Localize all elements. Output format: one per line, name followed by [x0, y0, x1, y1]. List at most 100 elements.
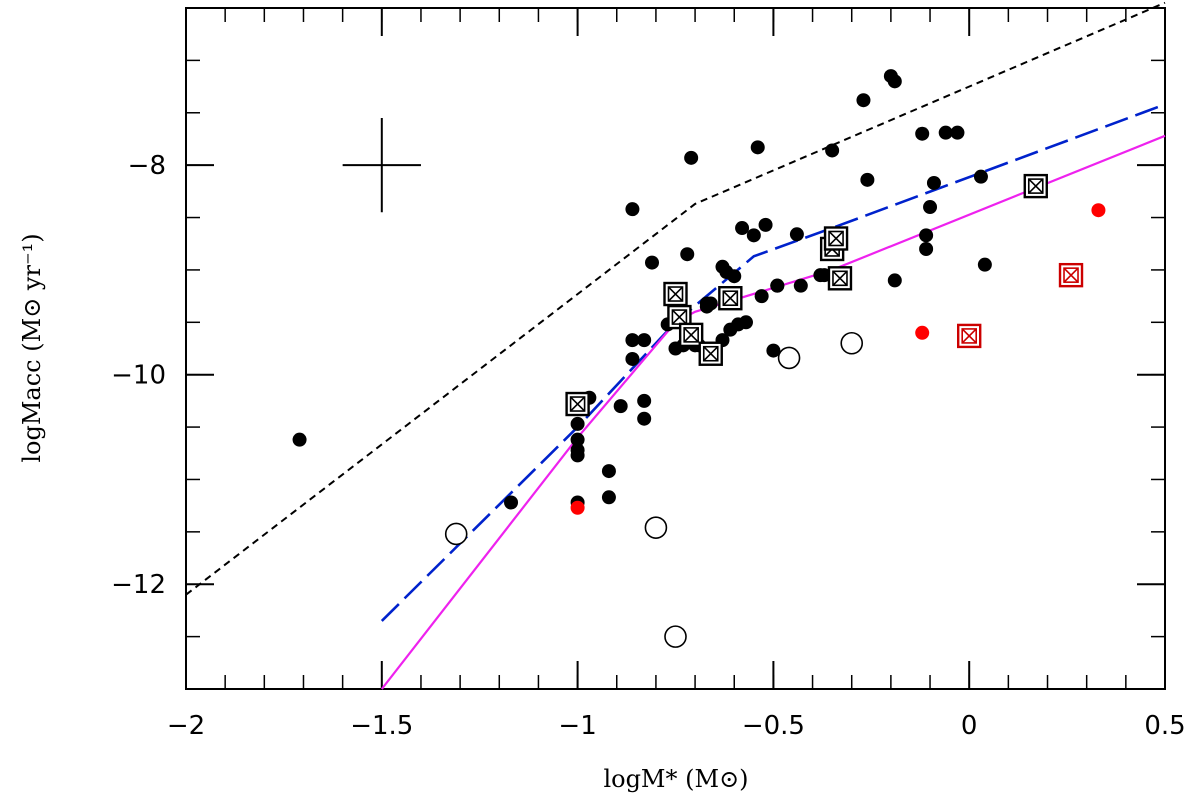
box-cross-b	[722, 290, 738, 306]
data-point-filled	[766, 343, 781, 358]
data-point-filled	[684, 150, 699, 165]
data-point-filled	[938, 125, 953, 140]
major-ticks	[185, 8, 1166, 689]
data-point-filled	[637, 411, 652, 426]
box-cross-b	[1063, 267, 1079, 283]
data-point-filled	[738, 315, 753, 330]
box-cross-b	[683, 327, 699, 343]
box-inner	[667, 286, 684, 302]
model-line-dotted	[185, 1, 1166, 596]
data-point-filled	[758, 217, 773, 232]
data-point-boxed-x	[663, 281, 688, 307]
data-point-filled	[570, 500, 585, 515]
data-point-filled	[754, 289, 769, 304]
data-point-filled	[856, 93, 871, 108]
box-inner	[702, 345, 719, 362]
data-point-filled	[637, 333, 652, 348]
data-point-boxed-x	[957, 323, 982, 349]
box-cross-b	[703, 346, 719, 362]
box-cross-b	[961, 328, 977, 344]
data-point-boxed-x	[823, 226, 849, 251]
data-point-filled	[292, 432, 307, 447]
data-point-open	[840, 331, 864, 355]
data-point-open	[444, 522, 468, 546]
y-axis-title: logMacc (M⊙ yr⁻¹)	[18, 233, 46, 462]
y-tick-label: −12	[111, 570, 166, 600]
data-point-open	[664, 625, 687, 648]
error-bar-cross	[342, 118, 421, 213]
data-point-filled	[703, 296, 718, 311]
data-point-boxed-x	[1023, 173, 1048, 199]
model-line-solid	[380, 134, 1166, 690]
box-inner	[722, 290, 739, 307]
box-inner	[832, 270, 848, 287]
data-point-filled	[570, 448, 585, 463]
data-point-filled	[645, 255, 660, 270]
data-point-boxed-x	[565, 391, 590, 417]
data-point-boxed-x	[678, 322, 704, 348]
data-point-filled	[570, 416, 585, 431]
data-point-filled	[860, 172, 875, 187]
data-point-filled	[919, 241, 934, 256]
data-point-filled	[625, 202, 640, 217]
box-cross-b	[832, 270, 848, 286]
data-point-filled	[504, 495, 519, 510]
y-tick-label: −8	[128, 151, 166, 181]
x-tick-label: −1.5	[350, 711, 413, 741]
x-axis-title: logM* (M⊙)	[603, 765, 748, 793]
data-point-filled	[750, 140, 765, 155]
y-tick-labels: −12 −10 −8	[111, 151, 166, 600]
data-point-filled	[770, 278, 785, 293]
data-point-filled	[613, 399, 628, 414]
data-point-filled	[926, 175, 941, 190]
x-tick-label: −1	[558, 711, 596, 741]
box-cross-b	[1028, 178, 1044, 194]
data-point-filled	[923, 200, 938, 215]
data-point-filled	[746, 228, 761, 243]
data-point-filled	[637, 393, 652, 408]
data-point-filled	[915, 126, 930, 141]
box-cross-b	[671, 309, 687, 325]
y-tick-label: −10	[111, 361, 166, 391]
x-tick-label: −2	[167, 711, 205, 741]
box-inner	[1063, 267, 1079, 283]
data-point-filled	[915, 325, 930, 340]
data-point-boxed-x	[718, 286, 743, 311]
box-inner	[569, 396, 586, 412]
model-line-dashed	[380, 103, 1166, 622]
data-point-boxed-x	[698, 341, 723, 366]
box-cross-b	[570, 396, 586, 412]
data-point-filled	[625, 333, 640, 348]
data-point-filled	[727, 269, 742, 284]
x-tick-label: −0.5	[742, 711, 805, 741]
box-inner	[828, 230, 844, 247]
data-point-filled	[825, 143, 840, 158]
data-point-boxed-x	[667, 304, 692, 330]
box-cross-b	[667, 286, 684, 302]
data-point-filled	[601, 464, 616, 479]
data-point-filled	[973, 169, 988, 184]
data-point-filled	[919, 228, 934, 243]
data-point-filled	[789, 227, 804, 242]
data-point-boxed-x	[827, 266, 853, 291]
data-point-open	[777, 346, 801, 370]
box-inner	[683, 327, 699, 343]
data-point-filled	[601, 490, 616, 505]
data-point-filled	[887, 74, 902, 89]
data-point-filled	[1091, 203, 1106, 218]
x-tick-label: 0.5	[1144, 711, 1185, 741]
data-point-filled	[887, 273, 902, 288]
data-point-filled	[950, 125, 965, 140]
box-inner	[1027, 178, 1044, 194]
data-point-filled	[793, 278, 808, 293]
box-cross-b	[828, 230, 844, 247]
data-point-filled	[735, 221, 750, 236]
data-point-filled	[680, 247, 695, 262]
x-tick-labels: −2 −1.5 −1 −0.5 0 0.5	[167, 711, 1186, 741]
data-point-filled	[625, 351, 640, 366]
data-point-filled	[977, 257, 992, 272]
data-point-filled	[570, 432, 585, 447]
plot-frame	[185, 7, 1166, 690]
data-points	[292, 69, 1106, 648]
